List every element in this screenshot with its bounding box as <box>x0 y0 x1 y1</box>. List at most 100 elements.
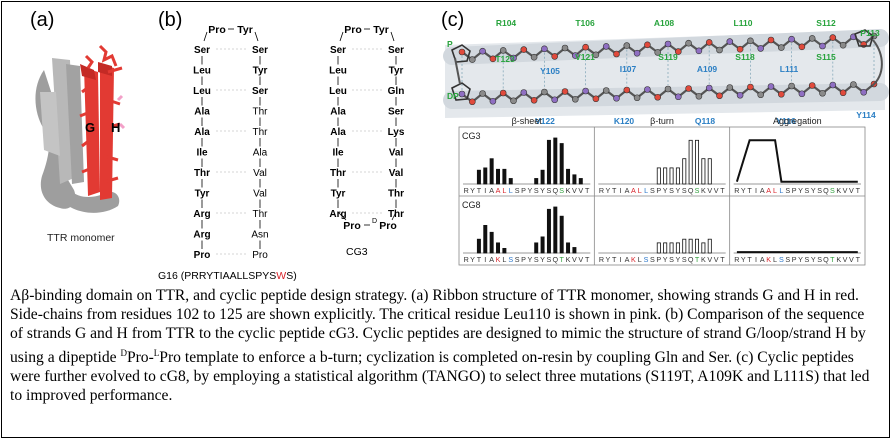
residue-label: R104 <box>496 18 517 28</box>
backbone-atom <box>582 87 589 95</box>
backbone-atom <box>582 43 589 51</box>
right-residue: Thr <box>253 127 269 138</box>
chart-row-name: CG3 <box>462 131 481 141</box>
sequence-letter: T <box>747 255 752 264</box>
loop-link <box>454 57 461 85</box>
sequence-letter: Y <box>663 186 668 195</box>
backbone-atom <box>757 91 765 99</box>
sequence-letter: Q <box>823 255 829 264</box>
sequence-letter: Y <box>540 186 545 195</box>
backbone-atom <box>633 94 641 102</box>
proline-ring <box>854 29 874 47</box>
backbone-atom <box>633 49 641 57</box>
beta-sheet-bar <box>508 178 513 185</box>
left-residue: Ser <box>194 45 210 56</box>
sequence-letter: S <box>682 186 687 195</box>
sequence-letter: S <box>804 255 809 264</box>
backbone-atom <box>479 90 486 97</box>
beta-sheet-bar <box>496 168 501 185</box>
sequence-letter: P <box>656 186 661 195</box>
backbone-atom <box>489 55 497 63</box>
sequence-letter: V <box>572 186 577 195</box>
chart-column-title: β-turn <box>650 116 674 126</box>
beta-sheet-bar <box>534 178 539 185</box>
figure-graphic: (a) (b) (c) G H TTR monomer Pro Tyr Ser Leu… <box>18 9 889 282</box>
sequence-letter: A <box>625 255 630 264</box>
backbone-atom <box>592 51 600 59</box>
sequence-letter: L <box>773 255 777 264</box>
sequence-letter: Y <box>811 255 816 264</box>
backbone-atom <box>705 39 713 46</box>
sequence-letter: S <box>817 186 822 195</box>
right-residue: Tyr <box>253 66 268 77</box>
peptide-bond <box>203 31 208 42</box>
sequence-letter: S <box>534 186 539 195</box>
right-residue: Val <box>389 168 404 179</box>
beta-sheet-bar <box>572 174 577 185</box>
beta-sheet-bar <box>489 231 494 254</box>
sequence-letter: A <box>489 186 494 195</box>
sequence-letter: Y <box>527 186 532 195</box>
left-residue: Ala <box>194 127 210 138</box>
sequence-letter: T <box>612 186 617 195</box>
sequence-letter: Q <box>688 186 694 195</box>
backbone-atom <box>674 93 682 101</box>
sequence-letter: V <box>843 186 848 195</box>
loop-residue: Tyr <box>373 24 389 36</box>
sequence-letter: L <box>509 186 513 195</box>
sequence-letter: Y <box>798 255 803 264</box>
backbone-atom <box>747 37 754 45</box>
beta-turn-bar <box>656 242 661 254</box>
backbone-atom <box>644 86 651 93</box>
backbone-atom <box>726 38 734 45</box>
peptide-g16-name-prefix: G16 (PRRYTIAALLSPYS <box>158 270 276 282</box>
sequence-letter: A <box>631 186 636 195</box>
sequence-letter: L <box>502 186 506 195</box>
beta-sheet-bar <box>540 236 545 254</box>
caption-sup-l: L <box>153 347 160 358</box>
sequence-letter: I <box>755 255 757 264</box>
backbone-atom <box>468 98 476 106</box>
chart-row-name: CG8 <box>462 200 481 210</box>
panel-a-label: (a) <box>30 9 54 31</box>
sequence-letter: A <box>766 186 771 195</box>
sequence-letter: Y <box>605 255 610 264</box>
sequence-letter: K <box>496 255 501 264</box>
backbone-atom <box>829 81 837 89</box>
sequence-letter: Y <box>811 186 816 195</box>
backbone-atom <box>664 40 672 48</box>
sequence-letter: L <box>644 186 648 195</box>
beta-turn-bar <box>701 242 706 254</box>
residue-label: DP <box>447 91 459 101</box>
cg3-d-superscript: D <box>372 218 377 225</box>
sequence-letter: K <box>701 255 706 264</box>
backbone-atom <box>654 93 662 101</box>
sequence-letter: Y <box>605 186 610 195</box>
panel-b-label: (b) <box>158 9 182 31</box>
peptide-bond <box>390 31 395 42</box>
sequence-letter: S <box>779 255 784 264</box>
sequence-letter: Q <box>553 186 559 195</box>
sequence-letter: V <box>707 186 712 195</box>
right-residue: Thr <box>253 107 269 118</box>
beta-turn-bar <box>669 167 674 185</box>
right-residue: Val <box>389 148 404 159</box>
sequence-letter: S <box>547 186 552 195</box>
beta-turn-bar <box>701 158 706 185</box>
beta-sheet-bar <box>578 178 583 185</box>
left-residue: Ser <box>330 45 346 56</box>
backbone-atom <box>510 97 517 105</box>
backbone-atom <box>571 95 579 103</box>
sequence-letter: V <box>572 255 577 264</box>
sequence-letter: R <box>599 255 604 264</box>
residue-label: T123 <box>495 54 515 64</box>
residue-label: S119 <box>658 52 678 62</box>
backbone-atom <box>808 35 816 42</box>
sequence-letter: V <box>843 255 848 264</box>
sequence-letter: P <box>521 186 526 195</box>
panel-c-label: (c) <box>441 9 464 31</box>
ttr-ribbon-image <box>18 40 136 226</box>
right-residue: Tyr <box>389 66 404 77</box>
backbone-atom <box>479 47 486 55</box>
caption-part2: Pro template to enforce a b-turn; cycliz… <box>10 348 870 404</box>
